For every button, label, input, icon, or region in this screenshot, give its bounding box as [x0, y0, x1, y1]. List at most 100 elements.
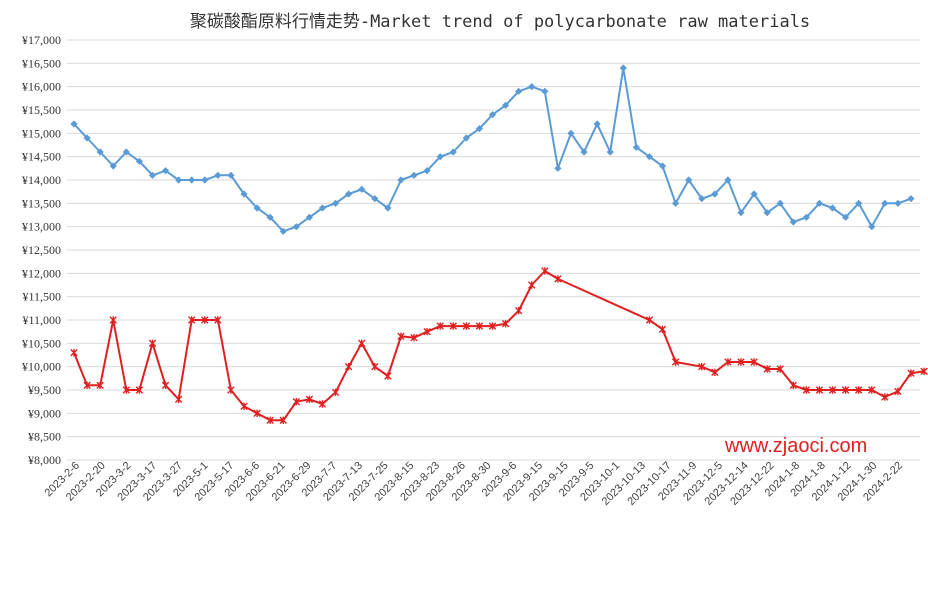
data-point: [685, 176, 693, 184]
data-point: [358, 185, 366, 193]
data-point: [645, 316, 654, 324]
data-point: [292, 223, 300, 231]
data-point: [528, 83, 536, 91]
y-tick-label: ¥15,500: [22, 103, 61, 117]
data-point: [135, 157, 143, 165]
y-tick-label: ¥17,000: [22, 33, 61, 47]
data-point: [70, 348, 78, 357]
data-point: [554, 275, 562, 283]
data-point: [737, 209, 745, 217]
data-point: [528, 281, 536, 289]
y-tick-label: ¥14,500: [22, 150, 61, 164]
data-point: [907, 195, 915, 203]
data-point: [423, 167, 431, 175]
data-point: [462, 134, 470, 142]
series-2: [70, 267, 928, 425]
data-point: [671, 358, 680, 366]
data-point: [83, 134, 91, 142]
y-tick-label: ¥11,000: [22, 313, 61, 327]
data-point: [763, 365, 771, 373]
y-tick-label: ¥8,500: [28, 430, 61, 444]
data-point: [174, 395, 183, 404]
data-point: [554, 164, 562, 172]
data-point: [109, 316, 117, 324]
data-point: [266, 213, 274, 221]
data-point: [305, 213, 314, 221]
data-point: [436, 153, 444, 161]
data-point: [397, 176, 405, 184]
data-point: [344, 362, 353, 371]
y-tick-label: ¥16,500: [22, 56, 61, 70]
y-tick-label: ¥10,000: [22, 360, 61, 374]
data-point: [135, 386, 144, 394]
data-point: [279, 416, 287, 425]
data-point: [384, 372, 392, 380]
data-point: [907, 369, 915, 377]
data-point: [515, 87, 523, 95]
data-point: [423, 327, 431, 336]
data-point: [789, 381, 797, 390]
data-point: [920, 367, 928, 376]
data-point: [894, 387, 902, 396]
data-point: [462, 322, 471, 330]
data-point: [201, 176, 209, 184]
data-point: [279, 227, 287, 235]
data-point: [188, 316, 196, 324]
data-point: [148, 171, 157, 179]
data-point: [894, 199, 902, 207]
data-point: [606, 148, 614, 156]
data-point: [698, 362, 706, 371]
data-point: [658, 325, 667, 334]
data-point: [868, 223, 876, 231]
data-point: [711, 368, 719, 376]
data-point: [593, 120, 601, 128]
y-tick-label: ¥12,500: [22, 243, 61, 257]
data-point: [475, 322, 484, 330]
data-point: [750, 190, 758, 198]
data-point: [658, 162, 667, 170]
data-point: [292, 397, 301, 406]
data-point: [410, 171, 418, 179]
data-point: [436, 322, 444, 330]
data-point: [501, 320, 510, 328]
data-point: [828, 386, 837, 394]
data-point: [109, 162, 117, 170]
data-point: [397, 332, 405, 341]
data-point: [868, 386, 876, 394]
y-tick-label: ¥12,000: [22, 266, 61, 280]
y-tick-label: ¥15,000: [22, 126, 61, 140]
y-tick-label: ¥13,000: [22, 220, 61, 234]
data-point: [253, 409, 261, 418]
data-point: [253, 204, 261, 212]
data-point: [266, 416, 274, 425]
series-layer: [70, 64, 928, 425]
data-point: [567, 129, 575, 137]
data-point: [619, 64, 627, 72]
data-point: [358, 339, 366, 348]
data-point: [475, 125, 484, 133]
data-point: [698, 195, 706, 203]
y-axis-tick-labels: ¥8,000 ¥8,500 ¥9,000 ¥9,500 ¥10,000 ¥10,500 ¥1…: [22, 33, 61, 467]
y-tick-label: ¥16,000: [22, 80, 61, 94]
y-tick-label: ¥14,000: [22, 173, 61, 187]
data-point: [488, 111, 497, 119]
data-point: [724, 358, 732, 366]
gridlines: [67, 39, 920, 461]
data-point: [488, 322, 497, 330]
data-point: [175, 176, 183, 184]
data-point: [802, 213, 810, 221]
data-point: [96, 148, 104, 156]
data-point: [711, 190, 719, 198]
data-point: [371, 362, 379, 371]
y-tick-label: ¥8,000: [28, 453, 61, 467]
data-point: [345, 190, 353, 198]
data-point: [240, 402, 248, 411]
series-1: [70, 64, 915, 235]
data-point: [841, 386, 850, 394]
data-point: [122, 148, 130, 156]
data-point: [240, 190, 248, 198]
watermark-text: www.zjaoci.com: [724, 435, 867, 457]
data-point: [227, 171, 235, 179]
